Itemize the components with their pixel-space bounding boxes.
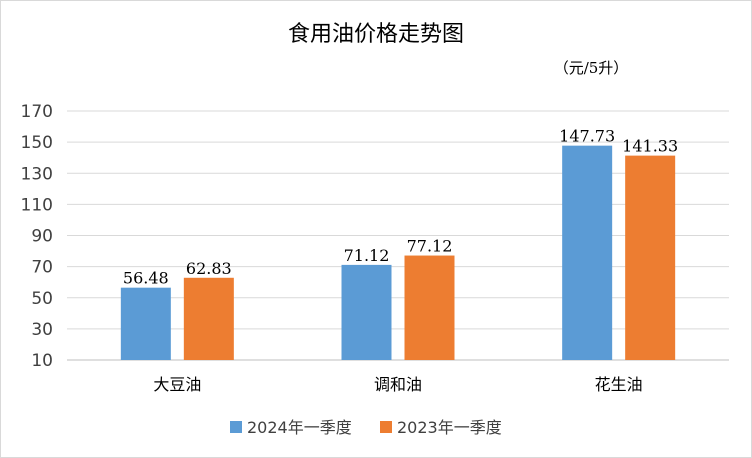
y-tick-label: 150 (21, 133, 53, 153)
bars (120, 145, 676, 360)
y-tick-label: 50 (31, 289, 53, 309)
y-tick-label: 110 (21, 195, 53, 215)
data-label: 147.73 (559, 127, 615, 146)
category-label: 大豆油 (153, 375, 201, 394)
data-label: 62.83 (186, 259, 232, 278)
bar (625, 155, 676, 360)
y-tick-label: 30 (31, 320, 53, 340)
bar (562, 145, 613, 360)
category-label: 花生油 (595, 375, 643, 394)
y-tick-label: 130 (21, 164, 53, 184)
y-axis-ticks: 10 30 50 70 90 110 130 150 170 (21, 102, 53, 371)
bar (120, 287, 171, 360)
data-label: 56.48 (123, 269, 169, 288)
bar (404, 255, 455, 360)
x-axis-categories: 大豆油 调和油 花生油 (153, 375, 642, 394)
bar (183, 277, 234, 360)
bar (341, 264, 392, 360)
gridlines (67, 110, 729, 361)
chart-title: 食用油价格走势图 (288, 22, 464, 47)
data-labels: 56.48 62.83 71.12 77.12 147.73 141.33 (123, 127, 678, 288)
legend-label: 2024年一季度 (247, 418, 352, 437)
y-tick-label: 70 (31, 258, 53, 278)
legend-swatch (380, 421, 392, 433)
legend: 2024年一季度 2023年一季度 (230, 418, 502, 437)
y-tick-label: 10 (31, 351, 53, 371)
data-label: 77.12 (407, 237, 453, 256)
legend-label: 2023年一季度 (397, 418, 502, 437)
category-label: 调和油 (374, 375, 422, 394)
unit-label: （元/5升） (554, 59, 629, 77)
data-label: 71.12 (344, 246, 390, 265)
y-tick-label: 90 (31, 227, 53, 247)
y-tick-label: 170 (21, 102, 53, 122)
data-label: 141.33 (622, 137, 678, 156)
legend-swatch (230, 421, 242, 433)
